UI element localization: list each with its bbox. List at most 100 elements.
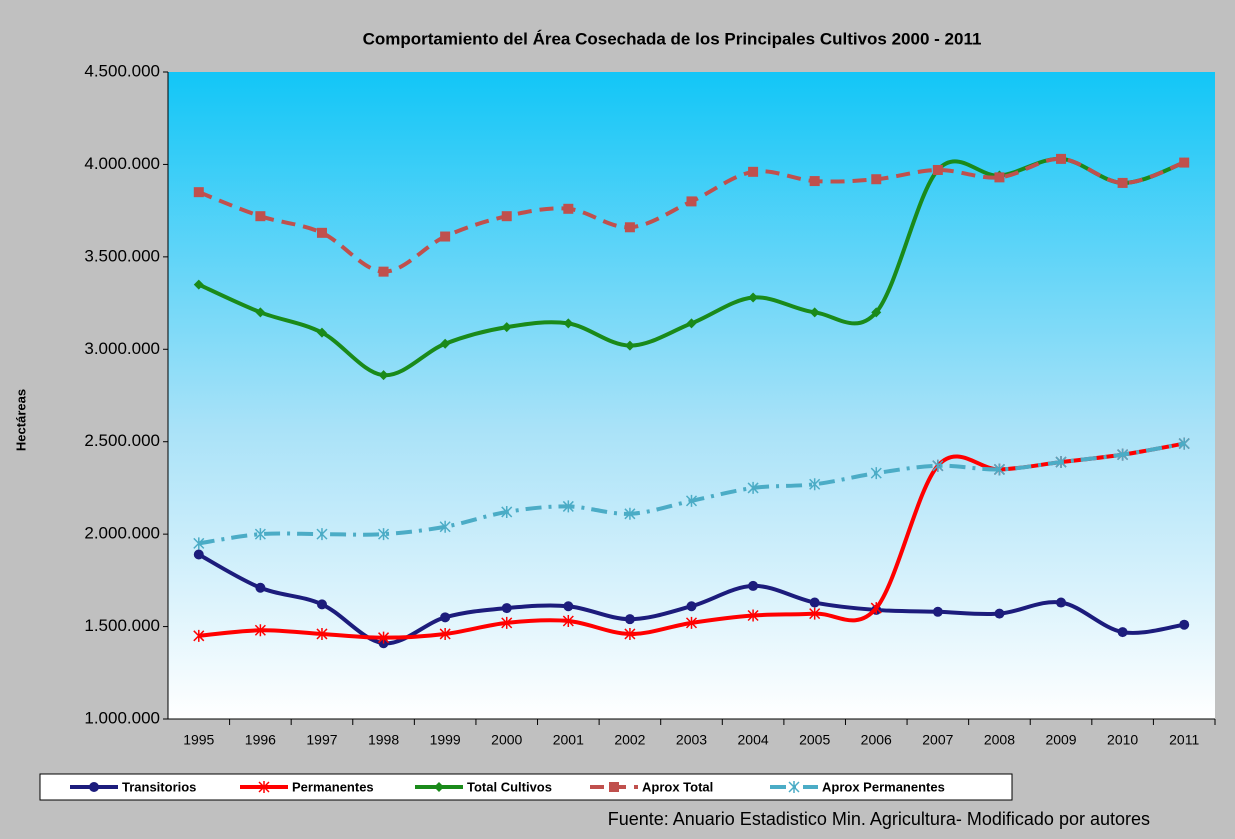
y-tick-label: 2.500.000: [84, 431, 160, 450]
x-tick-label: 2005: [799, 732, 830, 748]
marker: [1117, 177, 1128, 188]
x-tick-label: 2004: [738, 732, 769, 748]
marker: [609, 782, 619, 792]
legend-label: Aprox Permanentes: [822, 779, 945, 794]
marker: [1117, 627, 1128, 638]
marker: [316, 327, 327, 338]
marker: [870, 467, 882, 480]
marker: [255, 582, 266, 593]
marker: [193, 279, 204, 290]
marker: [501, 322, 512, 333]
marker: [563, 318, 574, 329]
marker: [747, 609, 759, 622]
marker: [994, 172, 1005, 183]
marker: [1117, 448, 1129, 461]
marker: [809, 176, 820, 187]
marker: [809, 597, 820, 608]
marker: [1179, 157, 1190, 168]
y-tick-label: 3.000.000: [84, 339, 160, 358]
marker: [193, 629, 205, 642]
x-tick-label: 2003: [676, 732, 707, 748]
marker: [1056, 153, 1067, 164]
marker: [193, 537, 205, 550]
marker: [748, 166, 759, 177]
marker: [501, 211, 512, 222]
marker: [378, 631, 390, 644]
x-tick-label: 2006: [861, 732, 892, 748]
x-tick-label: 2009: [1045, 732, 1076, 748]
y-tick-label: 3.500.000: [84, 246, 160, 265]
marker: [255, 211, 266, 222]
marker: [993, 463, 1005, 476]
marker: [788, 781, 800, 793]
y-tick-label: 4.500.000: [84, 61, 160, 80]
chart-title: Comportamiento del Área Cosechada de los…: [363, 29, 982, 48]
x-tick-label: 2010: [1107, 732, 1138, 748]
marker: [562, 615, 574, 628]
marker: [440, 231, 451, 242]
marker: [254, 528, 266, 541]
marker: [870, 602, 882, 615]
marker: [440, 612, 451, 623]
x-tick-label: 2011: [1169, 732, 1199, 748]
marker: [685, 616, 698, 629]
x-tick-label: 1995: [183, 732, 214, 748]
marker: [316, 599, 327, 610]
marker: [193, 549, 204, 560]
marker: [871, 174, 882, 185]
marker: [932, 164, 943, 175]
marker: [994, 608, 1005, 619]
marker: [685, 494, 698, 507]
marker: [1178, 437, 1190, 450]
marker: [748, 292, 759, 303]
y-tick-label: 2.000.000: [84, 524, 160, 543]
marker: [563, 203, 574, 214]
marker: [809, 478, 821, 491]
y-tick-label: 4.000.000: [84, 154, 160, 173]
marker: [871, 307, 882, 318]
marker: [624, 222, 635, 233]
legend: [39, 773, 1013, 801]
marker: [686, 196, 697, 207]
marker: [316, 528, 328, 541]
marker: [316, 627, 328, 640]
marker: [193, 187, 204, 198]
marker: [932, 606, 943, 617]
marker: [316, 227, 327, 238]
marker: [378, 528, 390, 541]
legend-label: Aprox Total: [642, 779, 713, 794]
x-tick-label: 2000: [491, 732, 522, 748]
marker: [440, 338, 451, 349]
marker: [255, 307, 266, 318]
source-note: Fuente: Anuario Estadistico Min. Agricul…: [608, 809, 1150, 829]
marker: [1179, 619, 1190, 630]
y-tick-label: 1.500.000: [84, 616, 160, 635]
marker: [624, 340, 635, 351]
x-tick-label: 2008: [984, 732, 1015, 748]
x-tick-label: 1999: [430, 732, 461, 748]
marker: [439, 520, 451, 533]
marker: [501, 603, 512, 614]
x-tick-label: 1997: [306, 732, 337, 748]
y-axis-label: Hectáreas: [13, 389, 28, 451]
x-tick-label: 1998: [368, 732, 399, 748]
marker: [1056, 597, 1067, 608]
marker: [1055, 456, 1067, 469]
marker: [434, 782, 444, 792]
x-tick-label: 1996: [245, 732, 276, 748]
marker: [562, 500, 574, 513]
x-tick-label: 2007: [922, 732, 953, 748]
legend-label: Permanentes: [292, 779, 374, 794]
marker: [378, 266, 389, 277]
marker: [747, 481, 759, 494]
marker: [809, 307, 820, 318]
marker: [89, 782, 99, 792]
marker: [686, 601, 697, 612]
marker: [254, 624, 266, 637]
x-tick-label: 2002: [614, 732, 645, 748]
legend-label: Transitorios: [122, 779, 196, 794]
x-tick-label: 2001: [553, 732, 584, 748]
marker: [932, 459, 944, 472]
